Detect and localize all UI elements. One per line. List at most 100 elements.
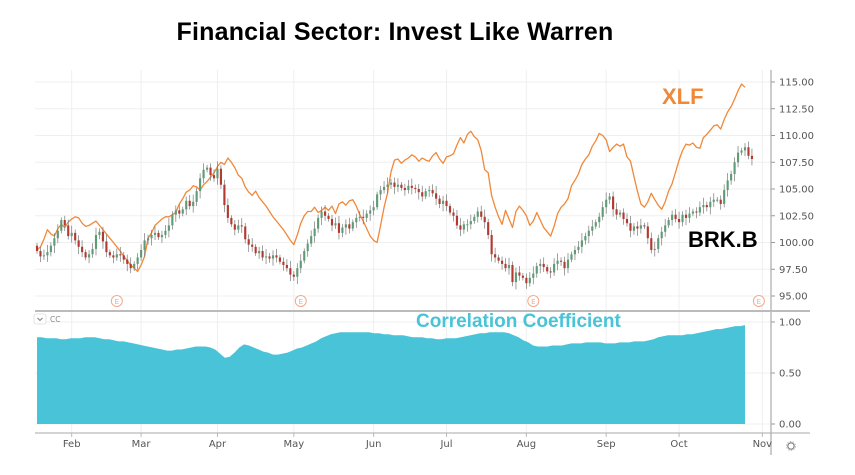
candle-body [185, 200, 188, 210]
candle-body [452, 212, 455, 216]
correlation-annotation: Correlation Coefficient [416, 311, 621, 332]
candle-body [740, 150, 743, 153]
candle [528, 272, 531, 287]
candle-body [330, 218, 334, 226]
candle [285, 259, 288, 272]
pane-collapse-button[interactable] [33, 313, 47, 325]
candle [136, 253, 139, 270]
candle [636, 221, 639, 236]
candle-body [275, 255, 278, 258]
candle [441, 195, 445, 212]
candle [709, 196, 712, 215]
candle-body [199, 178, 202, 192]
candle [428, 185, 431, 197]
price-tick-label: 107.50 [779, 158, 814, 169]
earnings-marker[interactable]: E [752, 295, 765, 307]
candle-body [230, 217, 233, 225]
candle-body [500, 260, 504, 264]
candle [98, 228, 101, 240]
candle-body [469, 221, 472, 225]
candle [351, 219, 354, 232]
candle [563, 256, 566, 276]
candle [209, 163, 212, 181]
candle-body [63, 220, 66, 226]
candle-body [698, 207, 701, 213]
candle-body [49, 245, 52, 253]
candle-body [60, 220, 63, 231]
candle-body [98, 231, 101, 236]
candle-body [219, 168, 223, 185]
candle [35, 243, 39, 254]
candle-body [320, 211, 323, 218]
candle [639, 218, 642, 234]
candle [553, 258, 556, 276]
candle-body [674, 214, 677, 219]
candle [278, 254, 282, 265]
candle-body [487, 222, 490, 236]
candle-body [327, 215, 330, 219]
candle-body [612, 196, 615, 210]
candle-body [133, 263, 136, 269]
candle-body [77, 240, 80, 247]
price-tick-label: 105.00 [779, 185, 814, 196]
tick-labels: 95.00 97.50 100.00 102.50 105.00 107.50 110.00… [63, 78, 814, 451]
candle-body [417, 189, 420, 193]
candle [376, 191, 379, 210]
candle [261, 245, 264, 261]
candle-body [750, 155, 754, 160]
candle [251, 238, 254, 252]
earnings-marker[interactable]: E [110, 295, 123, 307]
candle-body [553, 263, 556, 273]
month-tick-label: Oct [670, 439, 687, 450]
candle [452, 208, 455, 222]
candle [473, 214, 476, 224]
candle [417, 184, 420, 200]
candle [546, 264, 549, 275]
candle-body [247, 239, 250, 245]
candle [303, 248, 306, 264]
month-tick-label: Nov [753, 439, 773, 450]
candle-body [473, 216, 476, 222]
candle [698, 201, 701, 216]
candle-body [348, 224, 351, 229]
candle-body [494, 254, 497, 258]
candle [358, 211, 361, 222]
candle [320, 206, 323, 226]
candle [167, 218, 170, 238]
candle [500, 256, 504, 270]
candle [674, 208, 677, 223]
candle [632, 223, 636, 235]
candle [615, 202, 618, 220]
xlf-annotation: XLF [662, 84, 704, 109]
candle-body [636, 226, 639, 229]
candle [691, 208, 695, 217]
candle-body [223, 184, 226, 206]
candle-body [580, 240, 583, 247]
candle-body [625, 218, 629, 224]
candle-body [414, 187, 417, 189]
xlf-line [36, 83, 746, 273]
candle-body [258, 251, 261, 254]
candle [87, 250, 91, 264]
candle-body [310, 236, 313, 244]
price-tick-label: 97.50 [779, 265, 808, 276]
earnings-marker[interactable]: E [294, 295, 307, 307]
candle [362, 209, 365, 225]
candle [219, 165, 223, 189]
candle-body [466, 224, 469, 226]
candle-body [254, 246, 257, 254]
candle [750, 148, 754, 166]
candle [81, 240, 84, 258]
chevron-down-icon [37, 317, 43, 322]
candle-body [56, 230, 59, 239]
candle-body [212, 175, 216, 179]
candle [535, 262, 538, 278]
candle-body [424, 191, 427, 197]
candle [469, 214, 472, 230]
gear-icon[interactable] [786, 441, 796, 451]
earnings-marker[interactable]: E [527, 295, 540, 307]
candle [521, 272, 524, 281]
candle [747, 141, 750, 160]
candle-body [188, 200, 191, 207]
